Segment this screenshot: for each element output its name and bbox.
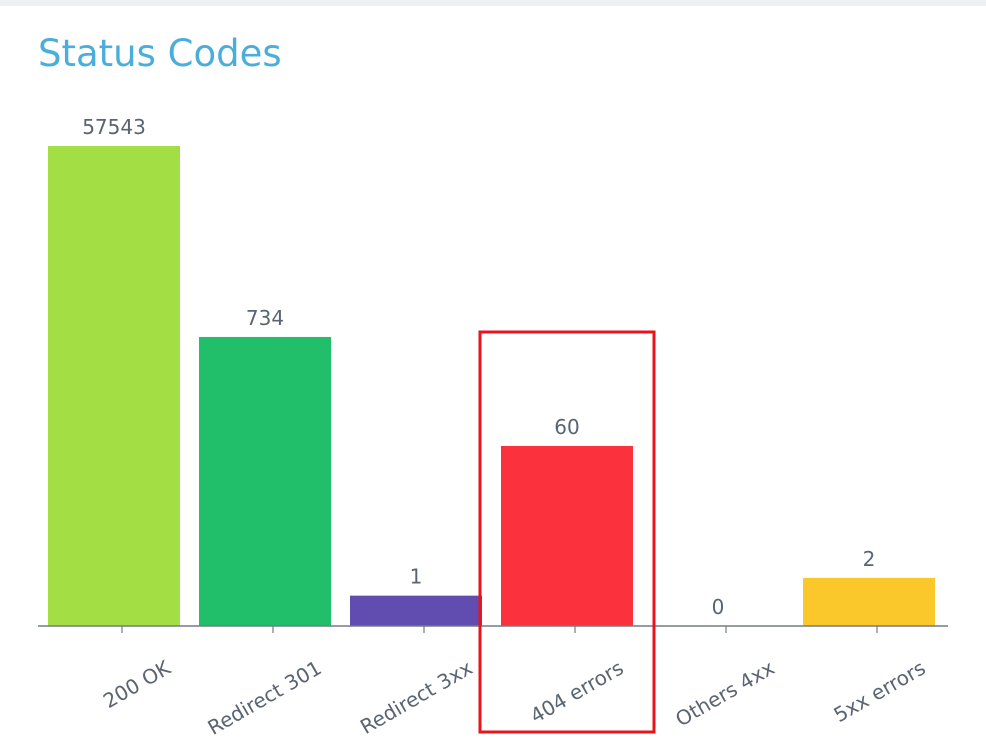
- bar-404-errors[interactable]: [501, 445, 633, 626]
- value-label-redirect-3xx: 1: [410, 565, 423, 589]
- x-ticks-layer: 200 OK Redirect 301 Redirect 3xx 404 errors…: [99, 626, 930, 740]
- top-strip: [0, 0, 986, 6]
- highlight-box: [478, 330, 656, 734]
- x-tick-label-others-4xx: Others 4xx: [671, 655, 778, 731]
- value-label-5xx-errors: 2: [863, 547, 876, 571]
- value-labels-layer: 57543 734 1 60 0 2: [82, 115, 875, 619]
- panel-title: Status Codes: [38, 32, 282, 75]
- value-label-redirect-301: 734: [246, 306, 284, 330]
- x-tick-label-5xx-errors: 5xx errors: [830, 656, 930, 728]
- bars-layer: [48, 146, 935, 626]
- value-label-404-errors: 60: [554, 415, 579, 439]
- x-tick-label-404-errors: 404 errors: [526, 656, 628, 728]
- bar-200-ok[interactable]: [48, 146, 180, 626]
- value-label-others-4xx: 0: [712, 595, 725, 619]
- bar-redirect-3xx[interactable]: [350, 595, 482, 626]
- x-tick-label-redirect-3xx: Redirect 3xx: [356, 655, 477, 738]
- bar-5xx-errors[interactable]: [803, 577, 935, 626]
- value-label-200-ok: 57543: [82, 115, 146, 139]
- x-tick-label-redirect-301: Redirect 301: [204, 656, 326, 740]
- x-tick-label-200-ok: 200 OK: [99, 655, 175, 713]
- bar-redirect-301[interactable]: [199, 336, 331, 626]
